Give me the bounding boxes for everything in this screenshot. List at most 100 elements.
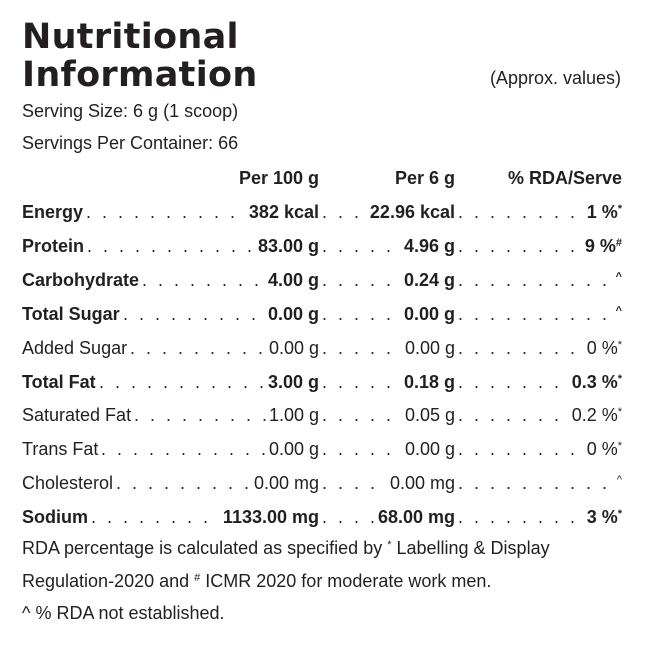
value-per-100g: 1133.00 mg	[222, 507, 319, 527]
leader-dots-2: . . . . . . . . . . . . . . . . . . . . …	[322, 202, 367, 222]
value-per-6g: 68.00 mg	[377, 507, 455, 527]
leader-dots-3: . . . . . . . . . . . . . . . . . . . . …	[458, 304, 613, 324]
value-per-6g: 0.00 mg	[389, 473, 455, 493]
leader-dots-3: . . . . . . . . . . . . . . . . . . . . …	[458, 236, 582, 256]
leader-dots-2: . . . . . . . . . . . . . . . . . . . . …	[322, 473, 387, 493]
servings-per-container: Servings Per Container: 66	[22, 133, 239, 153]
rda-footnote-mark: *	[617, 406, 622, 418]
value-per-6g: 0.24 g	[403, 270, 455, 290]
nutrient-row-carbohydrate: Carbohydrate 4.00 g 0.24 g ^. . . . . . . .…	[22, 265, 622, 295]
leader-dots-1: . . . . . . . . . . . . . . . . . . . . …	[142, 270, 265, 290]
leader-dots-2: . . . . . . . . . . . . . . . . . . . . …	[322, 236, 401, 256]
nutrient-row-total-sugar: Total Sugar 0.00 g 0.00 g ^. . . . . . . . …	[22, 299, 622, 329]
rda-percent: 0 %*	[587, 434, 622, 464]
value-per-6g: 0.00 g	[403, 304, 455, 324]
rda-percent: ^	[616, 265, 622, 295]
rda-footnote-mark: *	[617, 339, 622, 351]
nutrient-name: Energy	[22, 202, 84, 222]
leader-dots-1: . . . . . . . . . . . . . . . . . . . . …	[116, 473, 251, 493]
title-line-2: Information	[22, 55, 258, 95]
nutrient-row-protein: Protein 83.00 g 4.96 g 9 %# . . . . . . . . …	[22, 231, 622, 261]
nutrient-row-saturated-fat: Saturated Fat 1.00 g 0.05 g 0.2 %*. . . . .…	[22, 400, 622, 430]
rda-percent: ^	[616, 299, 622, 329]
rda-value: 9 %	[584, 236, 616, 256]
value-per-6g: 0.00 g	[404, 439, 455, 459]
approx-values-note: (Approx. values)	[489, 68, 621, 88]
rda-value: 0 %	[586, 439, 618, 459]
leader-dots-1: . . . . . . . . . . . . . . . . . . . . …	[123, 304, 265, 324]
value-per-100g: 0.00 g	[268, 439, 319, 459]
value-per-100g: 3.00 g	[267, 372, 319, 392]
rda-value: 3 %	[586, 507, 618, 527]
value-per-6g: 0.00 g	[404, 338, 455, 358]
leader-dots-1: . . . . . . . . . . . . . . . . . . . . …	[91, 507, 220, 527]
leader-dots-2: . . . . . . . . . . . . . . . . . . . . …	[322, 439, 402, 459]
column-header-per-100g: Per 100 g	[238, 168, 319, 188]
nutrient-name: Saturated Fat	[22, 405, 132, 425]
leader-dots-1: . . . . . . . . . . . . . . . . . . . . …	[101, 439, 266, 459]
leader-dots-3: . . . . . . . . . . . . . . . . . . . . …	[458, 405, 569, 425]
value-per-100g: 0.00 g	[267, 304, 319, 324]
page-title: Nutritional Information	[22, 18, 258, 94]
value-per-6g: 0.05 g	[404, 405, 455, 425]
rda-value: 0 %	[586, 338, 618, 358]
leader-dots-1: . . . . . . . . . . . . . . . . . . . . …	[134, 405, 266, 425]
leader-dots-1: . . . . . . . . . . . . . . . . . . . . …	[86, 202, 246, 222]
nutrient-name: Cholesterol	[22, 473, 114, 493]
leader-dots-3: . . . . . . . . . . . . . . . . . . . . …	[458, 372, 569, 392]
nutrient-name: Total Fat	[22, 372, 96, 392]
nutrient-name: Trans Fat	[22, 439, 99, 459]
column-header-per-6g: Per 6 g	[394, 168, 455, 188]
rda-footnote-mark: #	[615, 237, 622, 249]
rda-footnote-mark: *	[617, 508, 622, 520]
rda-footnote-mark: ^	[615, 305, 622, 317]
leader-dots-2: . . . . . . . . . . . . . . . . . . . . …	[322, 270, 401, 290]
rda-percent: 0.3 %*	[572, 367, 622, 397]
rda-percent: 1 %*	[587, 197, 622, 227]
leader-dots-3: . . . . . . . . . . . . . . . . . . . . …	[458, 473, 614, 493]
leader-dots-3: . . . . . . . . . . . . . . . . . . . . …	[458, 439, 584, 459]
rda-value: 0.2 %	[571, 405, 618, 425]
nutrient-row-total-fat: Total Fat 3.00 g 0.18 g 0.3 %*. . . . . . .…	[22, 367, 622, 397]
value-per-6g: 4.96 g	[403, 236, 455, 256]
nutrient-name: Carbohydrate	[22, 270, 140, 290]
rda-footnote-mark: *	[617, 203, 622, 215]
leader-dots-2: . . . . . . . . . . . . . . . . . . . . …	[322, 338, 402, 358]
value-per-100g: 0.00 g	[268, 338, 319, 358]
leader-dots-3: . . . . . . . . . . . . . . . . . . . . …	[458, 507, 584, 527]
rda-percent: 3 %*	[587, 502, 622, 532]
leader-dots-3: . . . . . . . . . . . . . . . . . . . . …	[458, 338, 584, 358]
nutrient-name: Protein	[22, 236, 85, 256]
leader-dots-3: . . . . . . . . . . . . . . . . . . . . …	[458, 270, 613, 290]
column-header-rda: % RDA/Serve	[507, 168, 622, 188]
value-per-6g: 22.96 kcal	[369, 202, 455, 222]
leader-dots-1: . . . . . . . . . . . . . . . . . . . . …	[99, 372, 265, 392]
value-per-100g: 1.00 g	[268, 405, 319, 425]
value-per-100g: 83.00 g	[257, 236, 319, 256]
leader-dots-2: . . . . . . . . . . . . . . . . . . . . …	[322, 405, 402, 425]
rda-footnote-mark: ^	[615, 271, 622, 283]
value-per-100g: 4.00 g	[267, 270, 319, 290]
nutrient-name: Sodium	[22, 507, 88, 527]
title-line-1: Nutritional	[22, 17, 239, 57]
rda-value: 0.3 %	[571, 372, 618, 392]
rda-footnote-mark: *	[617, 440, 622, 452]
rda-footnote-mark: ^	[616, 474, 622, 486]
value-per-100g: 382 kcal	[248, 202, 319, 222]
footnote-rda-not-established: ^ % RDA not established.	[22, 603, 225, 623]
footnote-rda-calculation: RDA percentage is calculated as specifie…	[22, 538, 550, 558]
serving-size: Serving Size: 6 g (1 scoop)	[22, 101, 239, 121]
leader-dots-2: . . . . . . . . . . . . . . . . . . . . …	[322, 372, 401, 392]
nutrient-name: Added Sugar	[22, 338, 128, 358]
rda-percent: 0.2 %*	[572, 400, 622, 430]
leader-dots-1: . . . . . . . . . . . . . . . . . . . . …	[130, 338, 266, 358]
nutrient-row-energy: Energy 382 kcal 22.96 kcal 1 %* . . . . . . …	[22, 197, 622, 227]
nutrient-row-sodium: Sodium 1133.00 mg 68.00 mg 3 %*. . . . . . …	[22, 502, 622, 532]
rda-value: 1 %	[586, 202, 618, 222]
value-per-100g: 0.00 mg	[253, 473, 319, 493]
nutrient-name: Total Sugar	[22, 304, 120, 324]
rda-percent: 0 %*	[587, 333, 622, 363]
leader-dots-2: . . . . . . . . . . . . . . . . . . . . …	[322, 304, 401, 324]
